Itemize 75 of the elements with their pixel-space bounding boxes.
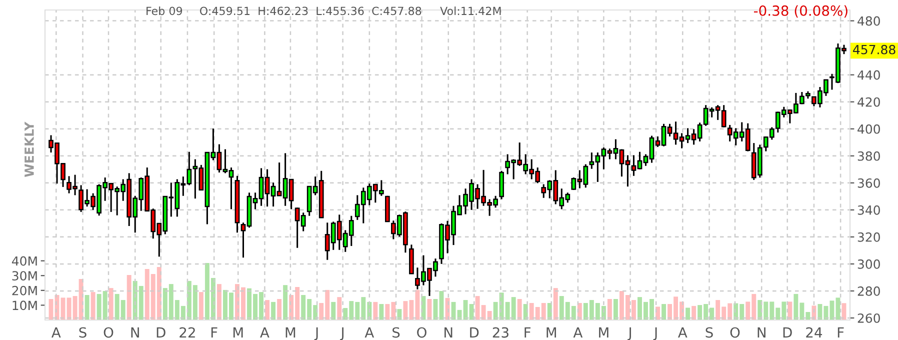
y-tick-label: 380	[858, 151, 880, 161]
annotation: Feb 09	[146, 6, 182, 16]
bar	[427, 298, 432, 320]
bar	[379, 304, 384, 320]
x-tick-label: O	[104, 327, 114, 338]
x-tick-label: A	[573, 327, 583, 338]
bar	[108, 288, 114, 320]
x-tick-label: J	[653, 327, 657, 340]
bar	[198, 292, 204, 320]
bar	[271, 302, 276, 320]
y2-tick-label: 30M	[12, 271, 37, 281]
bar	[662, 304, 666, 320]
bar	[90, 292, 96, 320]
x-tick-label: S	[706, 327, 713, 338]
x-tick-label: O	[730, 327, 740, 338]
bar	[397, 309, 402, 320]
x-tick-label: F	[524, 327, 530, 338]
bar	[686, 308, 690, 320]
x-tick-label: F	[211, 327, 218, 338]
y2-tick-label: 10M	[12, 300, 37, 310]
y-tick-label: 360	[858, 178, 880, 188]
annotation: -0.38 (0.08%)	[754, 5, 848, 18]
bar	[553, 288, 558, 320]
y-tick-label: 400	[858, 124, 880, 134]
bar	[692, 306, 696, 320]
x-tick-label: A	[260, 327, 270, 338]
bar	[331, 302, 336, 320]
annotation: 457.88	[853, 44, 896, 54]
x-tick-label: S	[392, 327, 400, 338]
x-tick-label: S	[79, 327, 86, 338]
bar	[517, 298, 522, 320]
y2-tick-label: 20M	[12, 286, 37, 296]
bar	[283, 285, 288, 320]
y-tick-label: 300	[858, 259, 880, 269]
x-tick-label: 22	[180, 327, 195, 338]
bar	[337, 297, 342, 320]
x-tick-label: M	[599, 327, 608, 338]
x-tick-label: M	[286, 327, 296, 338]
annotation: Vol:11.42M	[440, 6, 501, 16]
x-tick-label: M	[546, 327, 556, 338]
y-tick-label: 260	[858, 313, 880, 323]
x-tick-label: 24	[806, 327, 822, 338]
y-tick-label: 320	[858, 232, 880, 242]
x-tick-label: A	[364, 327, 374, 338]
x-tick-label: N	[758, 327, 766, 338]
y-tick-label: 480	[858, 16, 880, 26]
x-tick-label: J	[314, 327, 318, 340]
x-tick-label: N	[444, 327, 452, 338]
y-tick-label: 280	[858, 286, 880, 296]
bar	[607, 298, 612, 320]
annotation: O:459.51 H:462.23 L:455.36 C:457.88	[200, 6, 422, 16]
bar	[216, 284, 222, 320]
x-tick-label: D	[470, 327, 479, 338]
x-tick-label: M	[233, 327, 243, 338]
bar	[277, 298, 282, 320]
bar	[265, 300, 270, 320]
x-tick-label: A	[52, 327, 61, 338]
x-tick-label: 23	[492, 327, 508, 338]
x-tick-label: D	[156, 327, 166, 338]
y-tick-label: 340	[858, 205, 880, 215]
y-tick-label: 420	[858, 97, 880, 107]
x-tick-label: F	[838, 327, 844, 338]
bar	[84, 294, 90, 320]
bar	[373, 302, 378, 320]
x-tick-label: J	[340, 327, 344, 340]
bar	[613, 298, 618, 320]
x-tick-label: J	[628, 327, 631, 340]
text: WEEKLY	[24, 122, 34, 178]
y2-tick-label: 40M	[12, 256, 37, 266]
y-tick-label: 440	[858, 70, 880, 80]
x-tick-label: D	[783, 327, 792, 338]
x-tick-label: A	[678, 327, 688, 338]
x-tick-label: N	[131, 327, 139, 338]
x-tick-label: O	[417, 327, 426, 338]
bar	[126, 275, 132, 320]
